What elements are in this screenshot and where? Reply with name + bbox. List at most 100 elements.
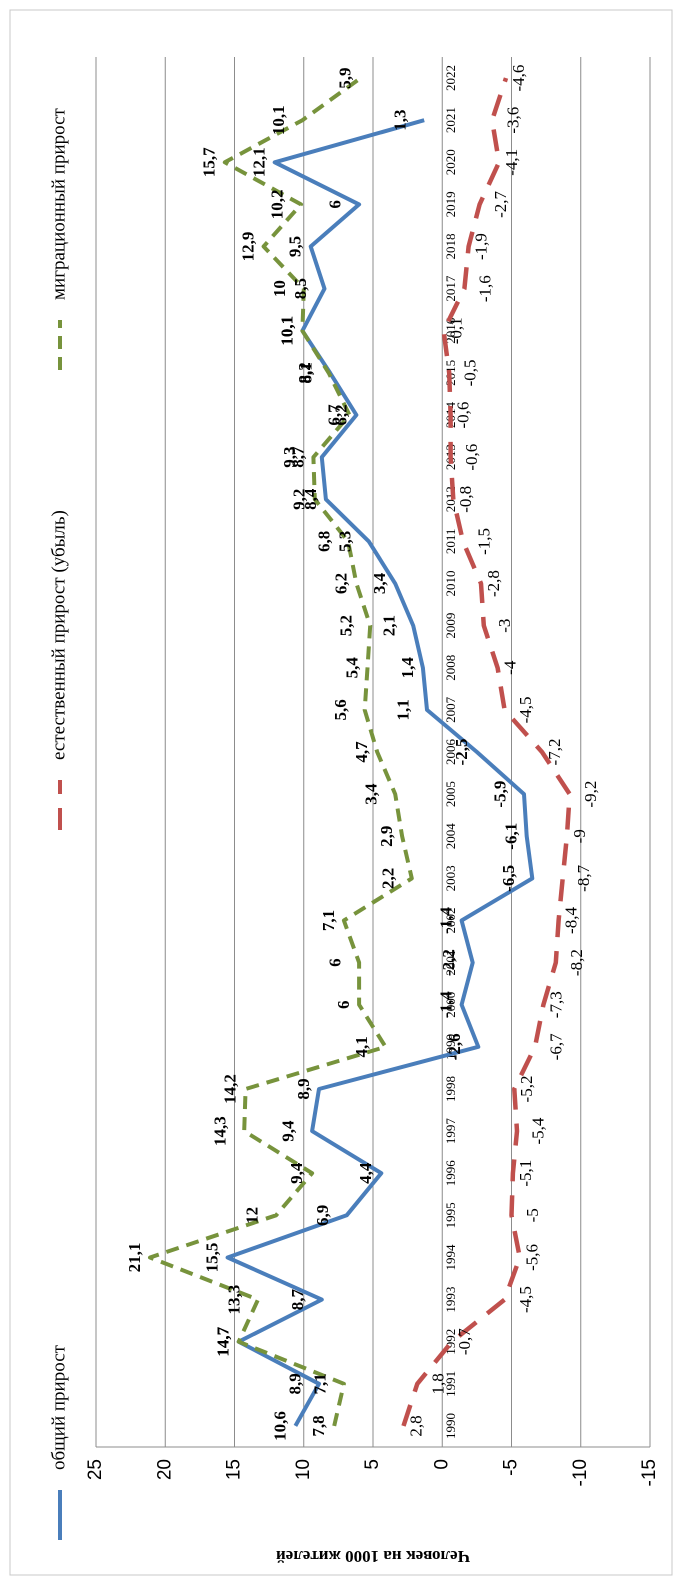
data-label: 2,8 [406,1415,425,1436]
data-label: 9,4 [279,1120,298,1142]
data-label: 4,7 [352,741,371,763]
data-label: -2,7 [491,190,510,217]
data-label: 8,9 [294,1078,313,1099]
data-label: -8,4 [561,907,580,934]
data-label: 4,4 [356,1162,375,1184]
data-label: -4,5 [516,696,535,723]
legend-label-2: естественный прирост (убыль) [48,510,69,760]
data-label: -1,6 [476,275,495,302]
data-label: -1,4 [437,907,456,934]
data-label: 5,3 [335,531,354,552]
data-label: 1,1 [394,699,413,720]
series-line-3 [148,76,414,1427]
data-label: 7,1 [319,910,338,931]
data-label: 6,7 [324,404,343,426]
data-label: 13,3 [225,1285,244,1315]
data-label: -6,7 [546,1033,565,1060]
data-label: -2,5 [452,739,471,766]
year-tick-label: 2009 [443,613,458,639]
data-label: 6,2 [331,404,350,425]
data-label: 10,2 [267,190,286,220]
data-label: 15,7 [200,147,219,177]
data-label: -4,1 [502,149,521,176]
value-tick-label: -15 [639,1459,660,1486]
data-label: 9,3 [280,447,299,468]
data-label: -5,1 [516,1160,535,1187]
chart-frame [9,9,673,1576]
data-label: 3,4 [362,783,381,805]
data-label: 8,5 [291,278,310,299]
data-label: 8,1 [297,362,316,383]
data-label: -1,4 [437,991,456,1018]
legend: общий прирост естественный прирост (убыль… [48,107,69,1540]
data-label: 14,3 [211,1116,230,1146]
year-tick-label: 2017 [443,275,458,302]
data-label: -9,2 [581,781,600,808]
data-label: 12,9 [238,232,257,262]
year-tick-label: 1995 [443,1202,458,1228]
data-label: 12,1 [250,147,269,177]
data-label: -5 [523,1208,542,1222]
data-label: 14,2 [220,1074,239,1104]
data-label: -2,2 [439,949,458,976]
data-label: 10,1 [277,316,296,346]
data-label: 12 [243,1207,262,1224]
data-label: 14,7 [214,1326,233,1356]
data-label: 6,8 [315,531,334,552]
year-tick-label: 2008 [443,655,458,681]
data-label: 8,4 [301,488,320,510]
data-labels: 10,6 8,9 14,7 8,7 15,5 6,9 4,4 9,4 8,9 -2,6 -1,4 -2… [125,65,600,1441]
value-tick-label: 5 [362,1459,383,1470]
data-label: 1,8 [429,1373,448,1394]
year-tick-label: 1998 [443,1076,458,1102]
value-tick-label: 25 [85,1459,106,1480]
data-label: -5,2 [517,1076,536,1103]
data-label: -8,2 [567,949,586,976]
value-tick-label: 0 [431,1459,452,1470]
data-label: 8,2 [295,362,314,383]
data-label: 2,9 [377,826,396,847]
data-label: -2,8 [484,570,503,597]
data-label: 10,6 [270,1411,289,1441]
year-tick-label: 2016 [443,317,458,344]
year-tick-label: 2005 [443,781,458,807]
data-label: 15,5 [202,1243,221,1273]
value-tick-label: 10 [293,1459,314,1480]
data-label: 14,7 [214,1326,233,1356]
year-tick-label: 2011 [443,529,458,555]
data-label: 5,2 [337,615,356,636]
data-label: -0,7 [455,1328,474,1355]
legend-label-3: миграционный прирост [48,107,69,300]
year-tick-label: 2021 [443,107,458,133]
data-label: -6,1 [502,823,521,850]
data-label: 10,1 [269,105,288,135]
data-label: -3 [495,619,514,633]
data-label: 10,1 [277,316,296,346]
data-label: -6,5 [499,865,518,892]
data-label: -0,6 [453,402,472,429]
data-label: -5,6 [523,1244,542,1271]
data-label: 4,1 [352,1036,371,1057]
data-label: 9,5 [286,236,305,257]
data-label: -8,7 [574,864,593,891]
data-label: -2,6 [445,1033,464,1060]
data-label: -0,8 [456,486,475,513]
year-tick-label: 2020 [443,149,458,175]
y-axis-label: Человек на 1000 жителей [276,1547,470,1566]
data-label: -0,1 [447,317,466,344]
data-label: -4,6 [509,65,528,92]
year-tick-label: 2002 [443,907,458,933]
data-label: 8,7 [288,1288,307,1310]
year-tick-label: 2010 [443,571,458,597]
data-label: 7,8 [309,1415,328,1436]
data-label: 6 [326,958,345,967]
data-label: -0,5 [460,359,479,386]
data-label: 5,9 [335,67,354,88]
gridlines [95,57,651,1447]
data-label: -9 [570,829,589,843]
data-label: -4,5 [516,1286,535,1313]
data-label: 6 [334,1000,353,1009]
data-label: 3,4 [370,572,389,594]
data-label: 6,9 [313,1205,332,1226]
data-label: -1,9 [471,233,490,260]
